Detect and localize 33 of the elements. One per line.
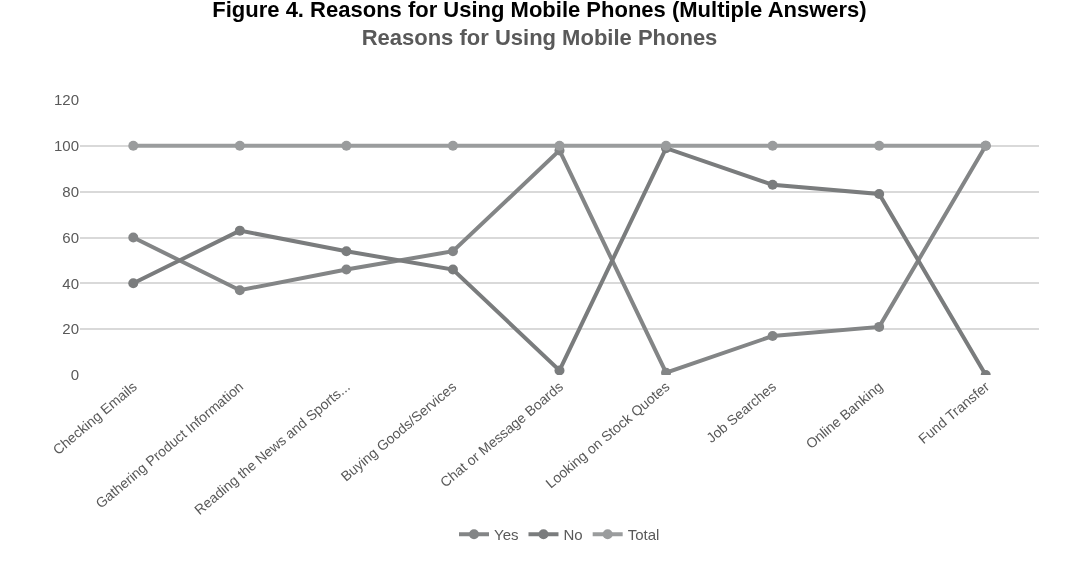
point	[128, 278, 139, 289]
y-tick-label: 80	[62, 182, 79, 200]
point	[234, 285, 245, 296]
y-tick-label: 120	[53, 91, 79, 109]
chart-subtitle: Reasons for Using Mobile Phones	[361, 25, 718, 51]
point	[447, 246, 458, 257]
legend-label: Yes	[494, 526, 519, 544]
point	[128, 232, 139, 243]
point	[661, 367, 672, 375]
point	[341, 246, 352, 257]
point	[234, 140, 245, 151]
chart-title: Figure 4. Reasons for Using Mobile Phones (Multiple Answers)	[212, 0, 867, 22]
legend-label: No	[563, 526, 583, 544]
point	[341, 264, 352, 275]
point	[554, 140, 565, 151]
point	[341, 140, 352, 151]
point	[767, 140, 778, 151]
legend-label: Total	[627, 526, 660, 544]
point	[767, 331, 778, 342]
point	[874, 188, 885, 199]
y-tick-label: 100	[53, 137, 79, 155]
y-tick-label: 60	[62, 228, 79, 246]
point	[767, 179, 778, 190]
point	[234, 225, 245, 236]
y-tick-label: 0	[70, 366, 79, 384]
point	[447, 140, 458, 151]
y-tick-label: 20	[62, 320, 79, 338]
point	[447, 264, 458, 275]
point	[874, 140, 885, 151]
y-tick-label: 40	[62, 274, 79, 292]
point	[874, 321, 885, 332]
point	[128, 140, 139, 151]
point	[554, 365, 565, 375]
